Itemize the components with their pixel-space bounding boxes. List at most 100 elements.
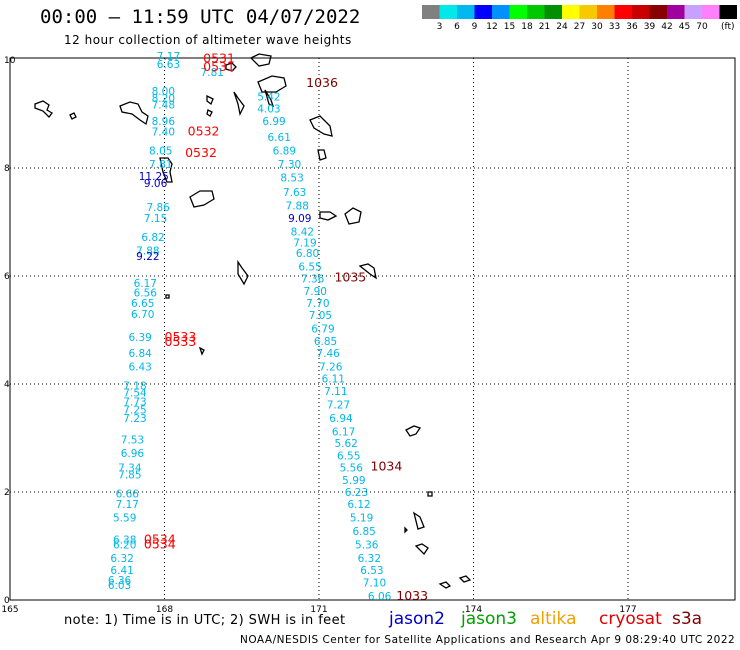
swh-label: 7.53	[121, 434, 144, 446]
track-time-label: 0531	[203, 59, 235, 74]
swh-label: 5.36	[355, 540, 379, 552]
swh-label: 6.03	[108, 580, 131, 592]
swh-label: 9.06	[144, 178, 168, 190]
note-text: note: 1) Time is in UTC; 2) SWH is in fe…	[64, 613, 346, 628]
track-time-label: 0533	[165, 329, 197, 344]
swh-label: 5.19	[350, 513, 373, 525]
island	[438, 581, 452, 589]
lat-lon-grid	[10, 58, 735, 600]
swh-label: 7.11	[324, 386, 347, 398]
swh-label: 6.63	[157, 59, 180, 71]
swh-label: 5.59	[113, 513, 136, 525]
island	[198, 346, 205, 356]
swh-label: 6.65	[131, 298, 154, 310]
track-time-label: 0532	[188, 124, 220, 139]
island	[206, 94, 214, 106]
track-time-label: 0534	[144, 537, 176, 552]
swh-label: 8.53	[280, 173, 303, 185]
swh-label: 7.27	[327, 399, 350, 411]
swh-label: 6.39	[128, 332, 151, 344]
island	[458, 575, 472, 583]
swh-label: 7.46	[316, 348, 340, 360]
swh-label: 7.40	[152, 127, 175, 139]
swh-label: 8.20	[152, 93, 175, 105]
swh-label: 7.10	[363, 578, 386, 590]
island	[237, 259, 249, 286]
satellite-altika: altika	[530, 609, 577, 629]
map-frame	[9, 57, 736, 601]
island	[159, 157, 173, 183]
swh-label: 6.79	[311, 324, 334, 336]
legend-swatch	[474, 5, 492, 19]
swh-label: 7.34	[118, 462, 142, 474]
island	[427, 491, 433, 497]
legend-label: 6	[454, 22, 460, 32]
legend-swatch	[684, 5, 702, 19]
swh-label: 6.11	[322, 373, 345, 385]
satellite-s3a: s3a	[672, 609, 703, 629]
lat-tick-label: 2	[4, 488, 10, 498]
swh-label: 6.17	[332, 426, 355, 438]
island	[69, 112, 77, 120]
swh-label: 5.42	[257, 92, 280, 104]
swh-label: 7.90	[304, 286, 327, 298]
swh-label: 7.48	[152, 100, 175, 112]
track-time-label: 0534	[144, 531, 176, 546]
swh-label: 6.17	[134, 278, 157, 290]
island	[358, 263, 377, 280]
legend-swatch	[579, 5, 597, 19]
legend-label: 21	[539, 22, 550, 32]
legend-label: 33	[609, 22, 620, 32]
swh-label: 11.25	[139, 171, 169, 183]
swh-label: 6.61	[268, 132, 291, 144]
legend-swatch	[439, 5, 457, 19]
island	[257, 75, 287, 93]
lat-tick-label: 10	[4, 56, 16, 66]
map-border	[9, 57, 736, 601]
legend-label: 12	[486, 22, 497, 32]
lon-tick-label: 177	[619, 605, 636, 615]
track-time-label: 0531	[203, 51, 235, 66]
legend-label: 18	[521, 22, 533, 32]
island	[206, 109, 213, 117]
lat-tick-label: 4	[4, 380, 10, 390]
legend-label: 24	[556, 22, 568, 32]
swh-label: 7.25	[123, 405, 146, 417]
track-time-label: 1036	[306, 75, 338, 90]
swh-label: 8.05	[149, 146, 172, 158]
swh-label: 8.42	[291, 227, 314, 239]
swh-label: 6.06	[368, 591, 392, 603]
swh-label: 5.62	[334, 438, 357, 450]
legend-label: 9	[472, 22, 478, 32]
swh-label: 7.19	[293, 237, 316, 249]
island	[165, 294, 170, 299]
footer-credit: NOAA/NESDIS Center for Satellite Applica…	[240, 634, 736, 646]
swh-label: 5.99	[342, 475, 365, 487]
legend-swatch	[527, 5, 545, 19]
legend-label: 42	[661, 22, 672, 32]
swh-label: 6.96	[121, 448, 145, 460]
swh-label: 6.38	[113, 534, 136, 546]
lat-tick-label: 0	[4, 596, 10, 606]
swh-label: 7.17	[157, 51, 180, 63]
island	[249, 53, 272, 67]
swh-label: 6.20	[113, 540, 136, 552]
lat-tick-label: 6	[4, 272, 10, 282]
legend-swatch	[544, 5, 562, 19]
legend-swatch	[492, 5, 510, 19]
island	[405, 425, 422, 437]
legend-swatch	[457, 5, 475, 19]
color-legend: 3 6 9 12 15 18 21 24 27 30 33 36 39 42 45 70 (ft)	[422, 5, 737, 32]
swh-label: 7.36	[301, 273, 325, 285]
swh-label: 7.23	[123, 413, 146, 425]
swh-label: 6.55	[337, 451, 360, 463]
swh-label: 7.18	[123, 380, 146, 392]
swh-label: 6.23	[345, 487, 368, 499]
swh-label: 6.12	[347, 499, 370, 511]
island	[317, 149, 327, 161]
lon-tick-label: 174	[465, 605, 482, 615]
lon-tick-label: 168	[156, 605, 173, 615]
swh-label: 6.55	[298, 262, 321, 274]
island	[189, 190, 215, 208]
swh-label: 7.88	[136, 245, 159, 257]
